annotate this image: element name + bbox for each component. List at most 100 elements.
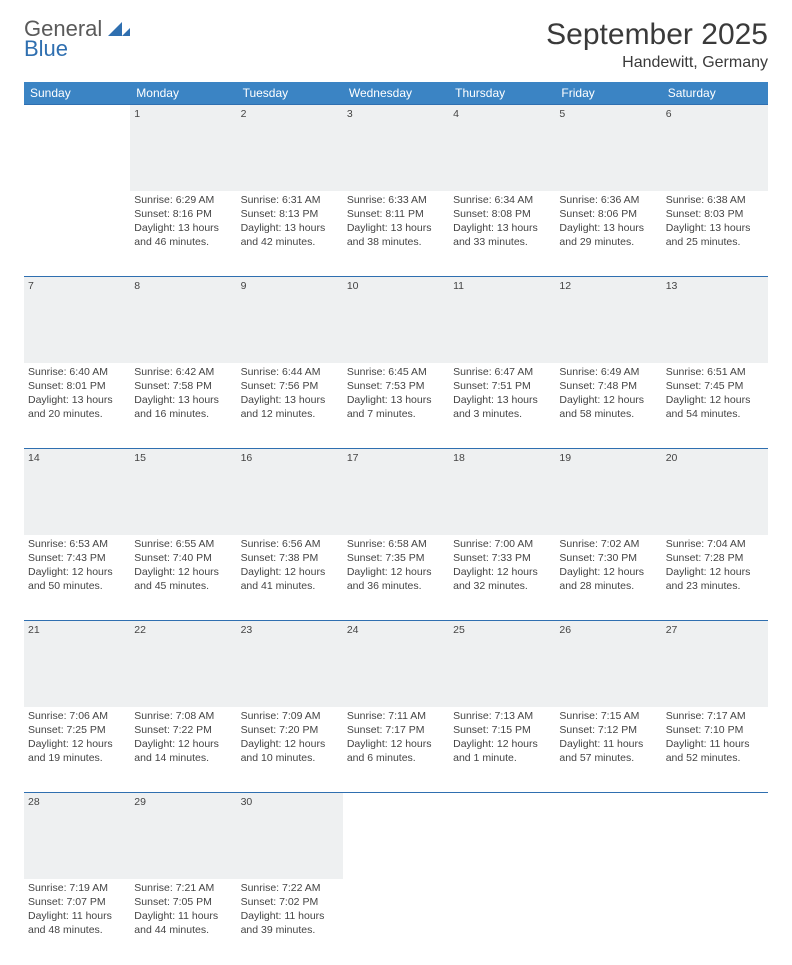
day-info-line: Sunset: 7:22 PM	[134, 723, 232, 737]
day-cell: Sunrise: 6:29 AMSunset: 8:16 PMDaylight:…	[130, 191, 236, 277]
day-number: 6	[662, 105, 768, 191]
day-number: 3	[343, 105, 449, 191]
day-info-line: Daylight: 11 hours	[28, 909, 126, 923]
day-info-line: and 14 minutes.	[134, 751, 232, 765]
day-info-line: Daylight: 12 hours	[28, 565, 126, 579]
day-number: 29	[130, 793, 236, 879]
day-info-line: and 39 minutes.	[241, 923, 339, 937]
day-content-row: Sunrise: 6:53 AMSunset: 7:43 PMDaylight:…	[24, 535, 768, 621]
day-info-line: Sunset: 7:43 PM	[28, 551, 126, 565]
day-number: 25	[449, 621, 555, 707]
day-info-line: Daylight: 13 hours	[453, 393, 551, 407]
day-info-line: Daylight: 13 hours	[453, 221, 551, 235]
day-number: 30	[237, 793, 343, 879]
day-info-line: Sunrise: 7:22 AM	[241, 881, 339, 895]
day-info-line: Sunset: 8:03 PM	[666, 207, 764, 221]
logo: General Blue	[24, 18, 130, 60]
day-info-line: Sunrise: 6:56 AM	[241, 537, 339, 551]
day-info-line: Daylight: 13 hours	[134, 393, 232, 407]
day-info-line: Sunrise: 6:53 AM	[28, 537, 126, 551]
day-number: 1	[130, 105, 236, 191]
day-cell: Sunrise: 6:44 AMSunset: 7:56 PMDaylight:…	[237, 363, 343, 449]
day-info-line: Sunrise: 6:45 AM	[347, 365, 445, 379]
day-info-line: Sunrise: 7:15 AM	[559, 709, 657, 723]
day-info-line: and 41 minutes.	[241, 579, 339, 593]
day-cell: Sunrise: 6:38 AMSunset: 8:03 PMDaylight:…	[662, 191, 768, 277]
day-info-line: Sunset: 7:48 PM	[559, 379, 657, 393]
day-cell: Sunrise: 7:09 AMSunset: 7:20 PMDaylight:…	[237, 707, 343, 793]
day-number-empty	[343, 793, 449, 879]
day-number: 23	[237, 621, 343, 707]
day-cell: Sunrise: 6:58 AMSunset: 7:35 PMDaylight:…	[343, 535, 449, 621]
daynum-row: 14151617181920	[24, 449, 768, 535]
day-cell: Sunrise: 6:40 AMSunset: 8:01 PMDaylight:…	[24, 363, 130, 449]
day-cell: Sunrise: 6:49 AMSunset: 7:48 PMDaylight:…	[555, 363, 661, 449]
day-info-line: and 42 minutes.	[241, 235, 339, 249]
day-number: 28	[24, 793, 130, 879]
day-info-line: Sunset: 7:05 PM	[134, 895, 232, 909]
day-info-line: and 58 minutes.	[559, 407, 657, 421]
day-info-line: Daylight: 12 hours	[241, 737, 339, 751]
day-info-line: Sunset: 7:02 PM	[241, 895, 339, 909]
day-info-line: and 57 minutes.	[559, 751, 657, 765]
day-cell: Sunrise: 6:45 AMSunset: 7:53 PMDaylight:…	[343, 363, 449, 449]
day-number: 13	[662, 277, 768, 363]
day-info-line: Sunrise: 7:06 AM	[28, 709, 126, 723]
day-info-line: and 16 minutes.	[134, 407, 232, 421]
day-info-line: Daylight: 12 hours	[453, 565, 551, 579]
day-number: 17	[343, 449, 449, 535]
day-number: 16	[237, 449, 343, 535]
day-info-line: Sunset: 7:28 PM	[666, 551, 764, 565]
day-content-row: Sunrise: 7:06 AMSunset: 7:25 PMDaylight:…	[24, 707, 768, 793]
day-info-line: and 23 minutes.	[666, 579, 764, 593]
day-number: 4	[449, 105, 555, 191]
day-info-line: Sunrise: 7:21 AM	[134, 881, 232, 895]
logo-word2: Blue	[24, 38, 130, 60]
day-info-line: Sunrise: 7:09 AM	[241, 709, 339, 723]
day-number: 27	[662, 621, 768, 707]
day-number: 15	[130, 449, 236, 535]
day-info-line: Daylight: 11 hours	[134, 909, 232, 923]
day-cell: Sunrise: 7:11 AMSunset: 7:17 PMDaylight:…	[343, 707, 449, 793]
day-number-empty	[24, 105, 130, 191]
day-info-line: Daylight: 12 hours	[241, 565, 339, 579]
day-cell: Sunrise: 6:33 AMSunset: 8:11 PMDaylight:…	[343, 191, 449, 277]
day-info-line: and 54 minutes.	[666, 407, 764, 421]
location: Handewitt, Germany	[546, 54, 768, 72]
weekday-header: Saturday	[662, 82, 768, 105]
day-number-empty	[555, 793, 661, 879]
day-cell: Sunrise: 7:13 AMSunset: 7:15 PMDaylight:…	[449, 707, 555, 793]
daynum-row: 123456	[24, 105, 768, 191]
day-info-line: and 3 minutes.	[453, 407, 551, 421]
day-cell: Sunrise: 7:19 AMSunset: 7:07 PMDaylight:…	[24, 879, 130, 965]
day-info-line: and 19 minutes.	[28, 751, 126, 765]
day-info-line: Daylight: 12 hours	[666, 393, 764, 407]
day-info-line: Sunset: 7:56 PM	[241, 379, 339, 393]
day-number: 10	[343, 277, 449, 363]
day-cell-empty	[449, 879, 555, 965]
day-info-line: and 36 minutes.	[347, 579, 445, 593]
day-info-line: and 20 minutes.	[28, 407, 126, 421]
day-info-line: Sunrise: 6:31 AM	[241, 193, 339, 207]
day-info-line: Sunrise: 6:44 AM	[241, 365, 339, 379]
day-info-line: Daylight: 13 hours	[347, 221, 445, 235]
calendar-body: 123456Sunrise: 6:29 AMSunset: 8:16 PMDay…	[24, 105, 768, 965]
day-info-line: Sunrise: 6:58 AM	[347, 537, 445, 551]
day-info-line: Sunrise: 6:51 AM	[666, 365, 764, 379]
day-info-line: and 44 minutes.	[134, 923, 232, 937]
day-info-line: Sunrise: 7:13 AM	[453, 709, 551, 723]
day-info-line: Sunset: 7:07 PM	[28, 895, 126, 909]
day-info-line: Sunset: 7:38 PM	[241, 551, 339, 565]
day-info-line: Sunrise: 7:11 AM	[347, 709, 445, 723]
day-info-line: Sunset: 7:45 PM	[666, 379, 764, 393]
day-info-line: Sunset: 7:33 PM	[453, 551, 551, 565]
day-info-line: Sunset: 8:13 PM	[241, 207, 339, 221]
day-info-line: and 25 minutes.	[666, 235, 764, 249]
day-info-line: Sunrise: 7:04 AM	[666, 537, 764, 551]
day-info-line: Sunrise: 7:00 AM	[453, 537, 551, 551]
weekday-row: SundayMondayTuesdayWednesdayThursdayFrid…	[24, 82, 768, 105]
day-number: 9	[237, 277, 343, 363]
day-info-line: Sunset: 7:53 PM	[347, 379, 445, 393]
day-number: 21	[24, 621, 130, 707]
day-info-line: Sunrise: 6:40 AM	[28, 365, 126, 379]
